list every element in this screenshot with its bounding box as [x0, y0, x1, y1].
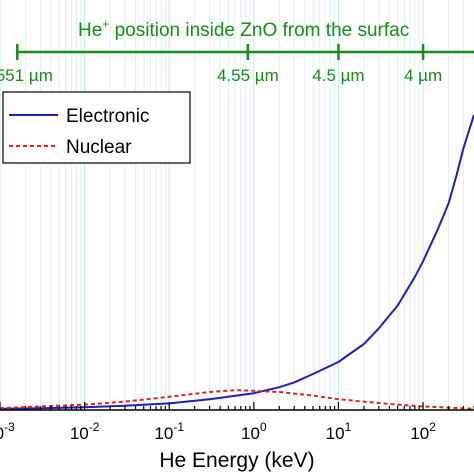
top-axis-tick-label: 4.5 µm — [312, 66, 364, 85]
x-tick-label: 102 — [410, 420, 436, 443]
legend: Electronic Nuclear — [2, 91, 191, 164]
top-axis-tick-label: 4.551 µm — [0, 66, 53, 85]
x-grid — [0, 0, 474, 410]
x-tick-label: 101 — [326, 420, 352, 443]
x-axis-label: He Energy (keV) — [159, 449, 314, 472]
x-tick-label: 10-2 — [70, 420, 100, 443]
series-nuclear — [0, 389, 474, 410]
top-axis-tick-label: 4 µm — [404, 66, 442, 85]
x-tick-label: 10-1 — [154, 420, 184, 443]
top-axis-title: He+ position inside ZnO from the surfac — [78, 17, 409, 41]
x-tick-label: 100 — [241, 420, 267, 443]
top-position-axis: 4.551 µm 4.55 µm 4.5 µm 4 µm He+ position in… — [0, 17, 474, 85]
series-electronic — [0, 114, 474, 410]
top-axis-tick-label: 4.55 µm — [217, 66, 279, 85]
x-tick-label: 10-3 — [0, 420, 15, 443]
series-layer — [0, 114, 474, 410]
axes: 10-3 10-2 10-1 100 101 102 He Energy (keV) — [0, 402, 474, 472]
legend-label-electronic: Electronic — [66, 106, 149, 127]
legend-label-nuclear: Nuclear — [66, 137, 132, 158]
legend-box — [2, 91, 191, 164]
